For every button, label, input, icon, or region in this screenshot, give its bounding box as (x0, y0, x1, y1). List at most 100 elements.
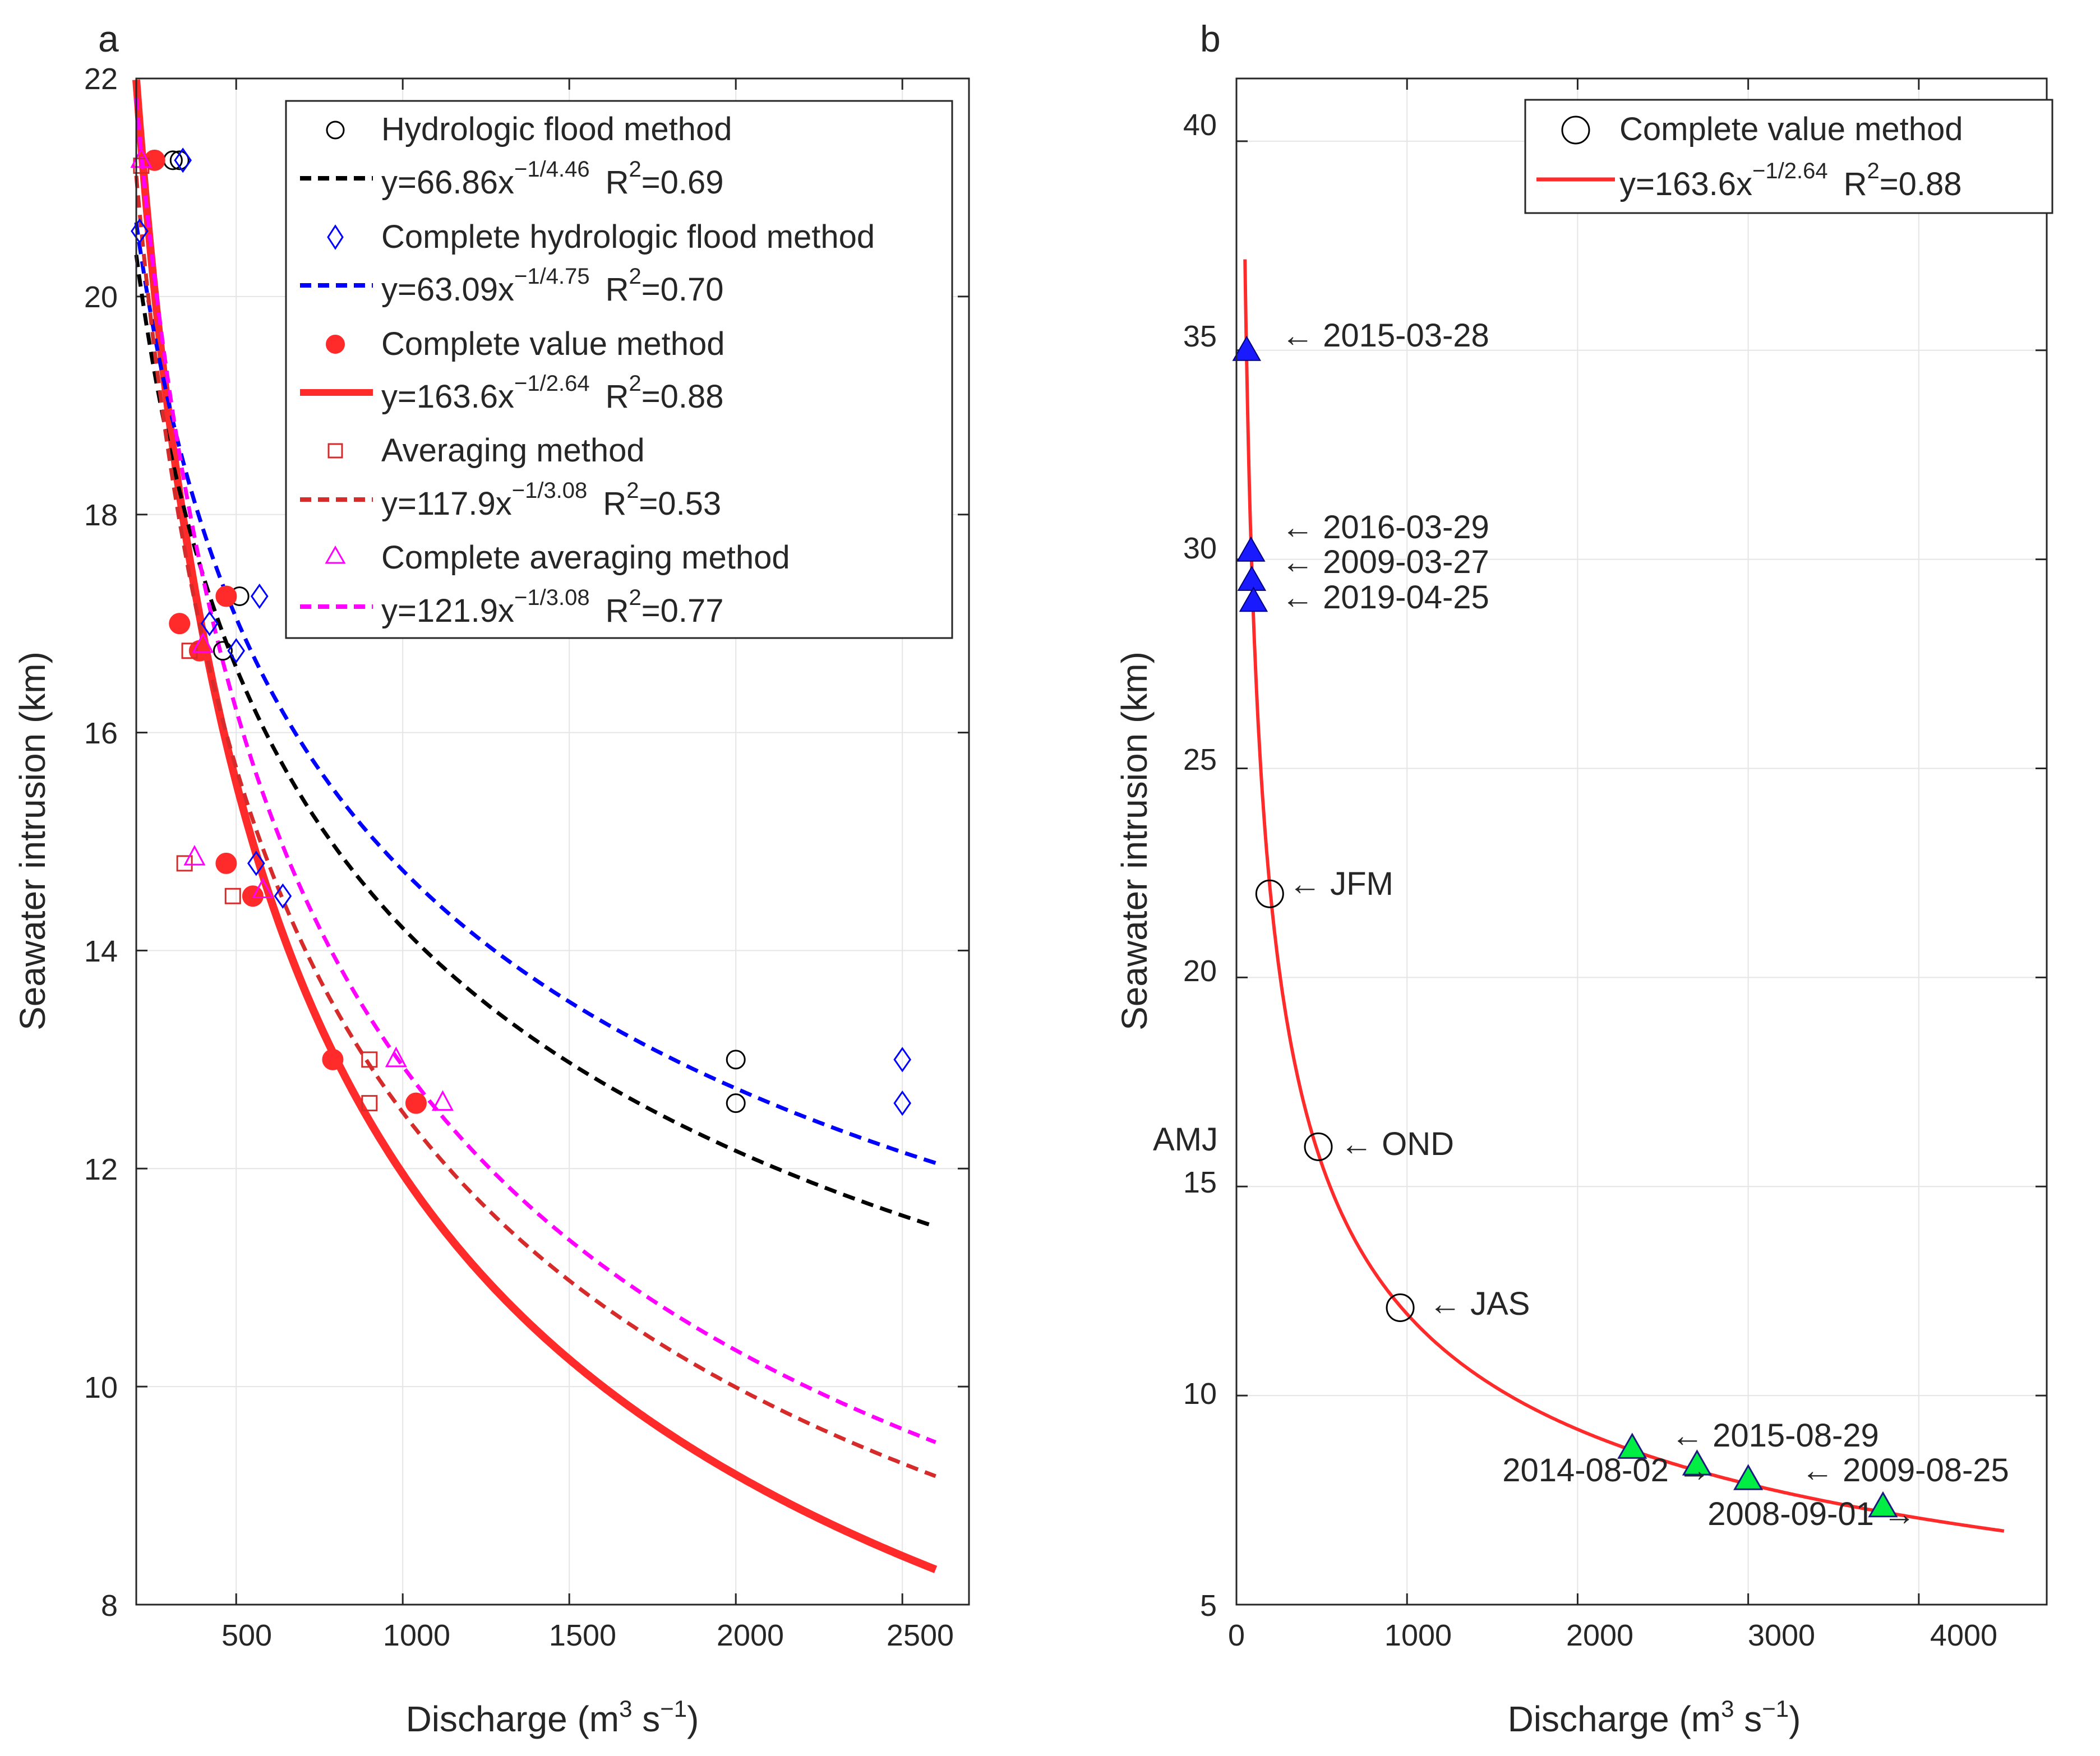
legend-b-cvalue-label: Complete value method (1619, 111, 1963, 147)
panel-b-xtick-1000: 1000 (1384, 1619, 1452, 1652)
legend-a-cavg-marker (325, 545, 346, 564)
legend-a-avg-label: Averaging method (381, 432, 645, 469)
panel-a-ytick-10: 10 (84, 1371, 118, 1404)
panel-a-ytick-20: 20 (84, 280, 118, 314)
annotation-2019-04-25: ← 2019-04-25 (1281, 579, 1489, 616)
panel-b-ytick-5: 5 (1200, 1589, 1217, 1623)
panel-a-data-points (130, 147, 912, 1116)
panel-b-seasonal-jas (1386, 1293, 1415, 1323)
annotation-ond: ← OND (1340, 1126, 1454, 1162)
panel-a-point-s1-8 (893, 1090, 912, 1116)
panel-b-ytick-20: 20 (1183, 954, 1217, 988)
panel-a-xtick-1500: 1500 (549, 1619, 616, 1652)
panel-a-point-s2-4 (215, 852, 237, 874)
panel-b-xtick-4000: 4000 (1930, 1619, 1997, 1652)
legend-b-cvalue-fit: y=163.6x−1/2.64 R2=0.88 (1619, 159, 1962, 202)
panel-a-ytick-8: 8 (101, 1589, 118, 1623)
panel-a-fit-2 (132, 79, 938, 1573)
panel-a-point-s2-6 (322, 1048, 344, 1070)
panel-b-dry-event-2019-04-25 (1239, 586, 1268, 612)
panel-b: b 0 1000 2000 3000 4000 5 10 15 20 25 30… (1114, 18, 2053, 1739)
annotation-2016-03-29: ← 2016-03-29 (1281, 509, 1489, 546)
annotation-2015-03-28: ← 2015-03-28 (1281, 317, 1489, 354)
annotation-2008-09-01: 2008-09-01 → (1707, 1496, 1916, 1532)
panel-a-point-s3-0 (133, 158, 150, 174)
panel-a-point-s4-2 (192, 632, 214, 653)
panel-a-point-s1-2 (200, 611, 219, 636)
panel-b-ytick-25: 25 (1183, 743, 1217, 777)
legend-a-hydro-fit: y=66.86x−1/4.46 R2=0.69 (381, 157, 724, 201)
legend-a-cavg-label: Complete averaging method (381, 539, 790, 576)
panel-a-point-s2-5 (242, 885, 264, 907)
panel-a-point-s1-4 (247, 851, 265, 876)
annotation-amj: AMJ (1153, 1121, 1218, 1158)
panel-b-wet-event-2015-08-29 (1617, 1432, 1647, 1459)
panel-a-point-s4-3 (252, 877, 274, 898)
panel-b-ylabel: Seawater intrusion (km) (1114, 651, 1155, 1031)
panel-b-ytick-15: 15 (1183, 1166, 1217, 1199)
panel-a-point-s4-1 (183, 844, 206, 866)
panel-a-ytick-12: 12 (84, 1153, 118, 1186)
legend-a-chydro-label: Complete hydrologic flood method (381, 219, 875, 255)
panel-a-axes-box (135, 77, 970, 1606)
legend-a-cvalue-label: Complete value method (381, 326, 725, 362)
panel-a-ylabel: Seawater intrusion (km) (12, 651, 53, 1031)
panel-b-dry-event-2015-03-28 (1232, 335, 1261, 361)
legend-a-hydro-label: Hydrologic flood method (381, 111, 732, 147)
legend-a-avg-marker (327, 443, 343, 459)
panel-a-xlabel: Discharge (m3 s−1) (406, 1695, 699, 1739)
panel-b-wet-event-2014-08-02 (1682, 1449, 1712, 1476)
annotation-2009-08-25: ← 2009-08-25 (1801, 1452, 2009, 1489)
legend-a-cvalue-fit: y=163.6x−1/2.64 R2=0.88 (381, 371, 724, 415)
panel-a-point-s1-0 (131, 218, 149, 244)
panel-b-fit-curve (1243, 259, 2005, 1533)
panel-b-xlabel: Discharge (m3 s−1) (1508, 1695, 1801, 1739)
panel-a: a 500 1000 1500 2000 2500 8 10 12 14 16 … (12, 18, 970, 1739)
legend-a-avg-fit: y=117.9x−1/3.08 R2=0.53 (381, 478, 721, 522)
legend-a-chydro-fit: y=63.09x−1/4.75 R2=0.70 (381, 264, 724, 308)
annotation-2009-03-27: ← 2009-03-27 (1281, 544, 1489, 580)
panel-a-xtick-1000: 1000 (383, 1619, 450, 1652)
panel-b-wet-event-2008-09-01 (1868, 1491, 1898, 1518)
panel-a-point-s1-1 (174, 147, 192, 173)
panel-b-fit-curve-line (1243, 259, 2005, 1533)
panel-b-ytick-30: 30 (1183, 532, 1217, 565)
annotation-2014-08-02: 2014-08-02 → (1502, 1452, 1710, 1489)
panel-a-ytick-14: 14 (84, 935, 118, 968)
panel-a-point-s1-3 (227, 638, 246, 664)
panel-b-legend: Complete value method y=163.6x−1/2.64 R2=… (1524, 99, 2053, 214)
panel-b-ytick-40: 40 (1183, 108, 1217, 142)
panel-a-ytick-16: 16 (84, 717, 118, 750)
panel-a-fit-4 (134, 98, 936, 1444)
panel-a-point-s0-4 (726, 1050, 746, 1070)
panel-a-fit-curves (132, 79, 938, 1573)
annotation-jas: ← JAS (1429, 1286, 1530, 1322)
panel-a-point-s2-3 (215, 585, 237, 607)
panel-b-xtick-3000: 3000 (1748, 1619, 1815, 1652)
panel-a-ytick-22: 22 (84, 62, 118, 96)
panel-b-seasonal-jfm (1255, 879, 1284, 908)
panel-a-label: a (98, 18, 119, 59)
panel-a-point-s3-5 (361, 1095, 378, 1112)
panel-b-label: b (1200, 18, 1221, 59)
panel-b-xtick-0: 0 (1228, 1619, 1245, 1652)
panel-b-xtick-2000: 2000 (1566, 1619, 1633, 1652)
panel-a-point-s3-4 (361, 1051, 378, 1068)
annotation-jfm: ← JFM (1289, 866, 1393, 902)
panel-b-ytick-10: 10 (1183, 1377, 1217, 1411)
panel-a-xtick-2500: 2500 (887, 1619, 954, 1652)
panel-a-fit-1 (134, 222, 936, 1165)
panel-b-data-points (1232, 335, 1898, 1518)
panel-a-point-s3-3 (224, 888, 241, 904)
legend-a-cvalue-marker (326, 335, 345, 354)
panel-b-ytick-35: 35 (1183, 320, 1217, 353)
panel-a-fit-0 (134, 255, 936, 1229)
panel-a-point-s1-5 (250, 583, 269, 609)
panel-a-xtick-2000: 2000 (717, 1619, 784, 1652)
panel-a-point-s4-4 (385, 1046, 407, 1068)
panel-a-point-s0-5 (726, 1093, 746, 1113)
panel-a-point-s2-7 (405, 1092, 427, 1114)
panel-a-point-s3-1 (176, 855, 193, 872)
panel-a-point-s4-5 (431, 1090, 454, 1111)
